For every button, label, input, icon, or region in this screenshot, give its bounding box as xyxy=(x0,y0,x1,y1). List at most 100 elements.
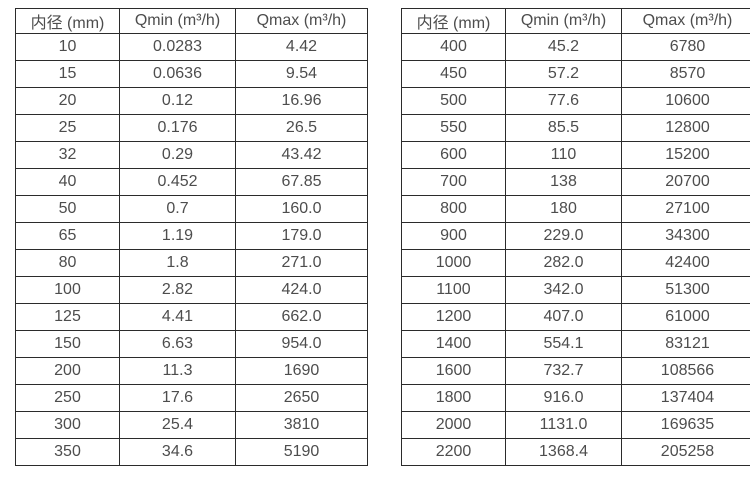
table-cell: 34300 xyxy=(621,222,750,250)
table-cell: 4.42 xyxy=(235,33,368,61)
table-cell: 407.0 xyxy=(505,303,622,331)
table-row: 2000 1131.0 169635 xyxy=(401,411,750,439)
table-cell: 65 xyxy=(15,222,120,250)
table-cell: 0.29 xyxy=(119,141,236,169)
column-header: Qmin (m³/h) xyxy=(505,8,622,34)
table-cell: 500 xyxy=(401,87,506,115)
table-cell: 42400 xyxy=(621,249,750,277)
table-cell: 700 xyxy=(401,168,506,196)
table-cell: 282.0 xyxy=(505,249,622,277)
table-cell: 40 xyxy=(15,168,120,196)
table-row: 1400 554.1 83121 xyxy=(401,330,750,358)
table-cell: 0.12 xyxy=(119,87,236,115)
table-cell: 1800 xyxy=(401,384,506,412)
column-header: Qmax (m³/h) xyxy=(235,8,368,34)
table-cell: 2000 xyxy=(401,411,506,439)
table-cell: 9.54 xyxy=(235,60,368,88)
table-cell: 1600 xyxy=(401,357,506,385)
table-cell: 1.19 xyxy=(119,222,236,250)
table-cell: 600 xyxy=(401,141,506,169)
table-row: 400 45.2 6780 xyxy=(401,33,750,61)
table-cell: 2.82 xyxy=(119,276,236,304)
column-header: Qmax (m³/h) xyxy=(621,8,750,34)
table-row: 800 180 27100 xyxy=(401,195,750,223)
table-cell: 250 xyxy=(15,384,120,412)
table-cell: 554.1 xyxy=(505,330,622,358)
table-row: 600 110 15200 xyxy=(401,141,750,169)
flow-rate-table-large-diameters: 内径 (mm) Qmin (m³/h) Qmax (m³/h) 400 45.2 6780… xyxy=(401,8,750,466)
table-cell: 0.176 xyxy=(119,114,236,142)
table-row: 32 0.29 43.42 xyxy=(15,141,368,169)
table-row: 1600 732.7 108566 xyxy=(401,357,750,385)
table-row: 300 25.4 3810 xyxy=(15,411,368,439)
table-row: 1800 916.0 137404 xyxy=(401,384,750,412)
table-cell: 5190 xyxy=(235,438,368,466)
table-row: 700 138 20700 xyxy=(401,168,750,196)
table-cell: 61000 xyxy=(621,303,750,331)
table-cell: 916.0 xyxy=(505,384,622,412)
table-cell: 108566 xyxy=(621,357,750,385)
table-row: 100 2.82 424.0 xyxy=(15,276,368,304)
table-row: 20 0.12 16.96 xyxy=(15,87,368,115)
table-row: 15 0.0636 9.54 xyxy=(15,60,368,88)
table-cell: 1200 xyxy=(401,303,506,331)
table-row: 900 229.0 34300 xyxy=(401,222,750,250)
table-cell: 0.0283 xyxy=(119,33,236,61)
table-cell: 15 xyxy=(15,60,120,88)
table-cell: 732.7 xyxy=(505,357,622,385)
table-cell: 1100 xyxy=(401,276,506,304)
table-cell: 1690 xyxy=(235,357,368,385)
table-cell: 83121 xyxy=(621,330,750,358)
table-cell: 550 xyxy=(401,114,506,142)
table-row: 1200 407.0 61000 xyxy=(401,303,750,331)
table-row: 80 1.8 271.0 xyxy=(15,249,368,277)
table-cell: 900 xyxy=(401,222,506,250)
table-cell: 271.0 xyxy=(235,249,368,277)
table-row: 1000 282.0 42400 xyxy=(401,249,750,277)
table-cell: 450 xyxy=(401,60,506,88)
table-cell: 1368.4 xyxy=(505,438,622,466)
table-cell: 10600 xyxy=(621,87,750,115)
table-row: 65 1.19 179.0 xyxy=(15,222,368,250)
table-cell: 662.0 xyxy=(235,303,368,331)
table-cell: 1400 xyxy=(401,330,506,358)
table-cell: 20700 xyxy=(621,168,750,196)
table-cell: 300 xyxy=(15,411,120,439)
table-row: 10 0.0283 4.42 xyxy=(15,33,368,61)
table-cell: 1131.0 xyxy=(505,411,622,439)
table-cell: 6780 xyxy=(621,33,750,61)
table-cell: 45.2 xyxy=(505,33,622,61)
table-cell: 125 xyxy=(15,303,120,331)
table-cell: 1000 xyxy=(401,249,506,277)
table-cell: 954.0 xyxy=(235,330,368,358)
table-cell: 200 xyxy=(15,357,120,385)
table-row: 2200 1368.4 205258 xyxy=(401,438,750,466)
table-cell: 51300 xyxy=(621,276,750,304)
table-cell: 20 xyxy=(15,87,120,115)
table-cell: 67.85 xyxy=(235,168,368,196)
header-row: 内径 (mm) Qmin (m³/h) Qmax (m³/h) xyxy=(15,8,368,34)
table-cell: 0.0636 xyxy=(119,60,236,88)
table-cell: 2650 xyxy=(235,384,368,412)
table-cell: 15200 xyxy=(621,141,750,169)
table-cell: 10 xyxy=(15,33,120,61)
table-cell: 160.0 xyxy=(235,195,368,223)
table-cell: 150 xyxy=(15,330,120,358)
column-header: 内径 (mm) xyxy=(15,8,120,34)
table-cell: 34.6 xyxy=(119,438,236,466)
table-cell: 400 xyxy=(401,33,506,61)
table-row: 50 0.7 160.0 xyxy=(15,195,368,223)
table-cell: 57.2 xyxy=(505,60,622,88)
table-cell: 138 xyxy=(505,168,622,196)
table-row: 250 17.6 2650 xyxy=(15,384,368,412)
table-cell: 0.452 xyxy=(119,168,236,196)
table-row: 125 4.41 662.0 xyxy=(15,303,368,331)
table-row: 550 85.5 12800 xyxy=(401,114,750,142)
table-cell: 1.8 xyxy=(119,249,236,277)
table-cell: 77.6 xyxy=(505,87,622,115)
table-cell: 169635 xyxy=(621,411,750,439)
table-row: 450 57.2 8570 xyxy=(401,60,750,88)
table-cell: 25 xyxy=(15,114,120,142)
table-cell: 179.0 xyxy=(235,222,368,250)
table-cell: 6.63 xyxy=(119,330,236,358)
